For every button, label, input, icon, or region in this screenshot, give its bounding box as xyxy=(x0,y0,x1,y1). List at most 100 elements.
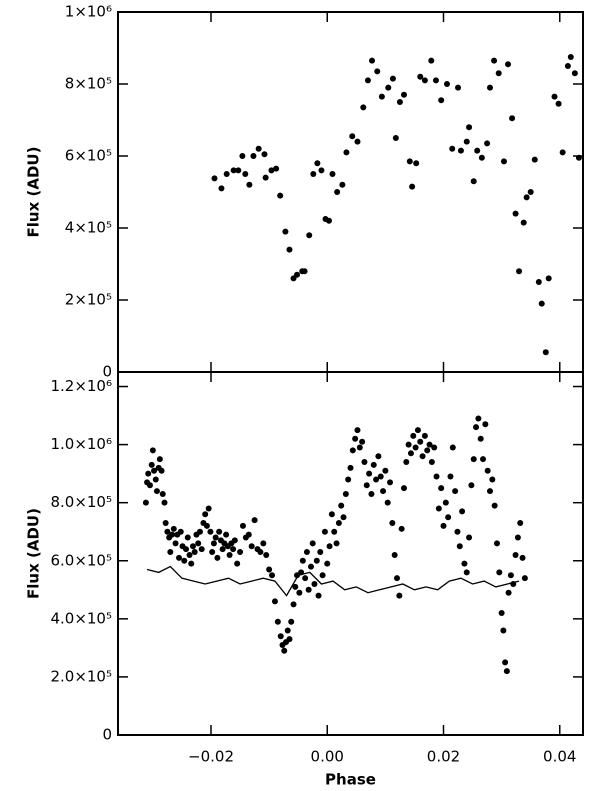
data-point xyxy=(231,537,238,544)
data-point xyxy=(364,77,371,84)
data-point xyxy=(424,447,431,454)
data-point xyxy=(277,633,284,640)
data-point xyxy=(245,531,252,538)
data-point xyxy=(512,551,519,558)
data-point xyxy=(368,490,375,497)
data-point xyxy=(153,488,160,495)
x-axis-title: Phase xyxy=(325,771,376,789)
data-point xyxy=(366,470,373,477)
data-point xyxy=(183,546,190,553)
data-point xyxy=(456,543,463,550)
data-point xyxy=(414,427,421,434)
data-point xyxy=(405,441,412,448)
data-point xyxy=(374,68,381,75)
data-point xyxy=(284,627,291,634)
data-point xyxy=(484,467,491,474)
data-point xyxy=(205,505,212,512)
data-point xyxy=(498,610,505,617)
data-point xyxy=(406,158,413,165)
y-tick-label: 6×10⁵ xyxy=(65,147,112,165)
data-point xyxy=(315,592,322,599)
data-point xyxy=(412,444,419,451)
data-point xyxy=(262,174,269,181)
data-point xyxy=(261,151,268,158)
data-point xyxy=(503,668,510,675)
data-point xyxy=(306,232,313,239)
data-point xyxy=(207,528,214,535)
data-point xyxy=(329,171,336,177)
data-point xyxy=(382,467,389,474)
data-point xyxy=(255,145,262,152)
data-point xyxy=(184,534,191,541)
data-point xyxy=(545,275,552,282)
data-point xyxy=(248,543,255,550)
data-point xyxy=(542,349,549,356)
data-point xyxy=(257,549,264,556)
data-point xyxy=(505,589,512,596)
data-point xyxy=(491,57,498,64)
data-point xyxy=(521,575,528,582)
data-point xyxy=(309,540,316,547)
data-point xyxy=(442,499,449,506)
data-point xyxy=(502,659,509,666)
data-point xyxy=(326,543,333,550)
data-point xyxy=(223,531,230,538)
data-point xyxy=(443,81,450,87)
data-point xyxy=(455,84,462,91)
y-tick-label: 2×10⁵ xyxy=(65,291,112,309)
data-point xyxy=(403,459,410,466)
data-point xyxy=(310,171,317,177)
data-point xyxy=(535,279,542,285)
data-point xyxy=(282,228,289,235)
data-point xyxy=(354,427,361,434)
data-point xyxy=(162,520,169,527)
data-point xyxy=(449,444,456,451)
y-tick-label: 1×10⁶ xyxy=(65,3,112,21)
data-point xyxy=(188,560,195,567)
data-point xyxy=(142,499,149,506)
data-point xyxy=(551,93,558,100)
y-tick-label: 1.2×10⁶ xyxy=(50,377,112,395)
data-point xyxy=(210,540,217,547)
data-point xyxy=(164,528,171,535)
data-point xyxy=(538,300,545,307)
y-axis-title: Flux (ADU) xyxy=(25,508,43,599)
data-point xyxy=(172,540,179,547)
y-tick-label: 8.0×10⁵ xyxy=(50,493,112,511)
data-point xyxy=(311,580,318,587)
data-point xyxy=(373,476,380,483)
data-point xyxy=(313,557,320,564)
y-tick-label: 6.0×10⁵ xyxy=(50,551,112,569)
data-point xyxy=(413,160,420,167)
data-point xyxy=(398,525,405,532)
data-point xyxy=(169,531,176,538)
data-point xyxy=(333,540,340,547)
data-point xyxy=(158,467,165,474)
data-point xyxy=(303,549,310,556)
data-point xyxy=(426,441,433,448)
data-point xyxy=(461,560,468,567)
data-point xyxy=(527,189,534,195)
data-point xyxy=(250,153,257,159)
data-point xyxy=(343,149,350,156)
plot-frame xyxy=(117,371,584,736)
data-point xyxy=(433,473,440,480)
data-point xyxy=(468,482,475,489)
data-point xyxy=(349,447,356,454)
data-point xyxy=(457,147,464,154)
data-point xyxy=(505,61,512,68)
data-point xyxy=(218,185,225,192)
data-point xyxy=(189,543,196,550)
data-point xyxy=(338,502,345,509)
data-point xyxy=(421,432,428,439)
data-point xyxy=(410,432,417,439)
data-point xyxy=(375,453,382,460)
data-point xyxy=(391,551,398,558)
data-point xyxy=(385,84,392,91)
data-point xyxy=(394,575,400,582)
data-point xyxy=(301,268,308,275)
data-point xyxy=(290,601,297,608)
data-point xyxy=(378,93,385,100)
data-point xyxy=(359,438,366,445)
